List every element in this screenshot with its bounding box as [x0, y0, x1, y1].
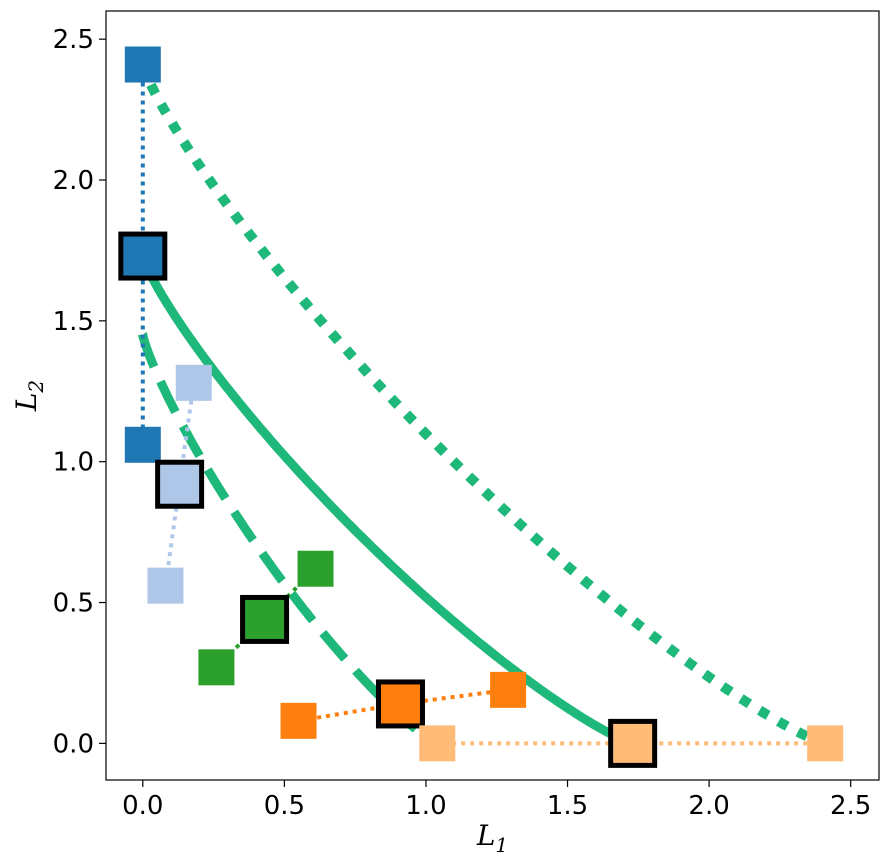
series-2-point-0	[297, 550, 334, 587]
y-axis-label: L2	[10, 380, 48, 412]
y-tick-label: 1.5	[53, 307, 94, 337]
plot-frame	[105, 10, 880, 781]
x-axis-ticks: 0.0 0.5 1.0 1.5 2.0 2.5	[122, 780, 871, 821]
y-tick-label: 0.5	[53, 589, 94, 619]
x-tick-label: 1.0	[405, 791, 446, 821]
x-tick-label: 2.0	[688, 791, 729, 821]
series-0-point-0	[124, 46, 161, 83]
frontier-curve-solid	[138, 253, 636, 748]
series-1-point-2	[147, 567, 184, 604]
series-0-point-2	[124, 426, 161, 463]
series-3-point-2	[280, 702, 317, 739]
series-2-point-1-highlight	[240, 594, 290, 644]
series-0-point-1-highlight	[118, 231, 168, 281]
x-tick-label: 1.5	[547, 791, 588, 821]
series-3-point-1-highlight	[375, 679, 425, 729]
x-tick-label: 0.5	[264, 791, 305, 821]
series-4-point-2	[419, 725, 456, 762]
series-markers	[118, 46, 844, 768]
series-4-point-1-highlight	[608, 718, 658, 768]
y-tick-label: 2.5	[53, 25, 94, 55]
series-4-point-0	[807, 725, 844, 762]
x-tick-label: 0.0	[122, 791, 163, 821]
series-1-point-0	[175, 364, 212, 401]
y-tick-label: 0.0	[53, 729, 94, 759]
y-tick-label: 1.0	[53, 448, 94, 478]
y-axis-ticks: 0.0 0.5 1.0 1.5 2.0 2.5	[53, 25, 106, 759]
y-tick-label: 2.0	[53, 166, 94, 196]
x-axis-label: L1	[476, 819, 508, 857]
series-1-point-1-highlight	[155, 459, 205, 509]
series-2-point-2	[198, 649, 235, 686]
x-tick-label: 2.5	[830, 791, 871, 821]
series-3-point-0	[490, 671, 527, 708]
